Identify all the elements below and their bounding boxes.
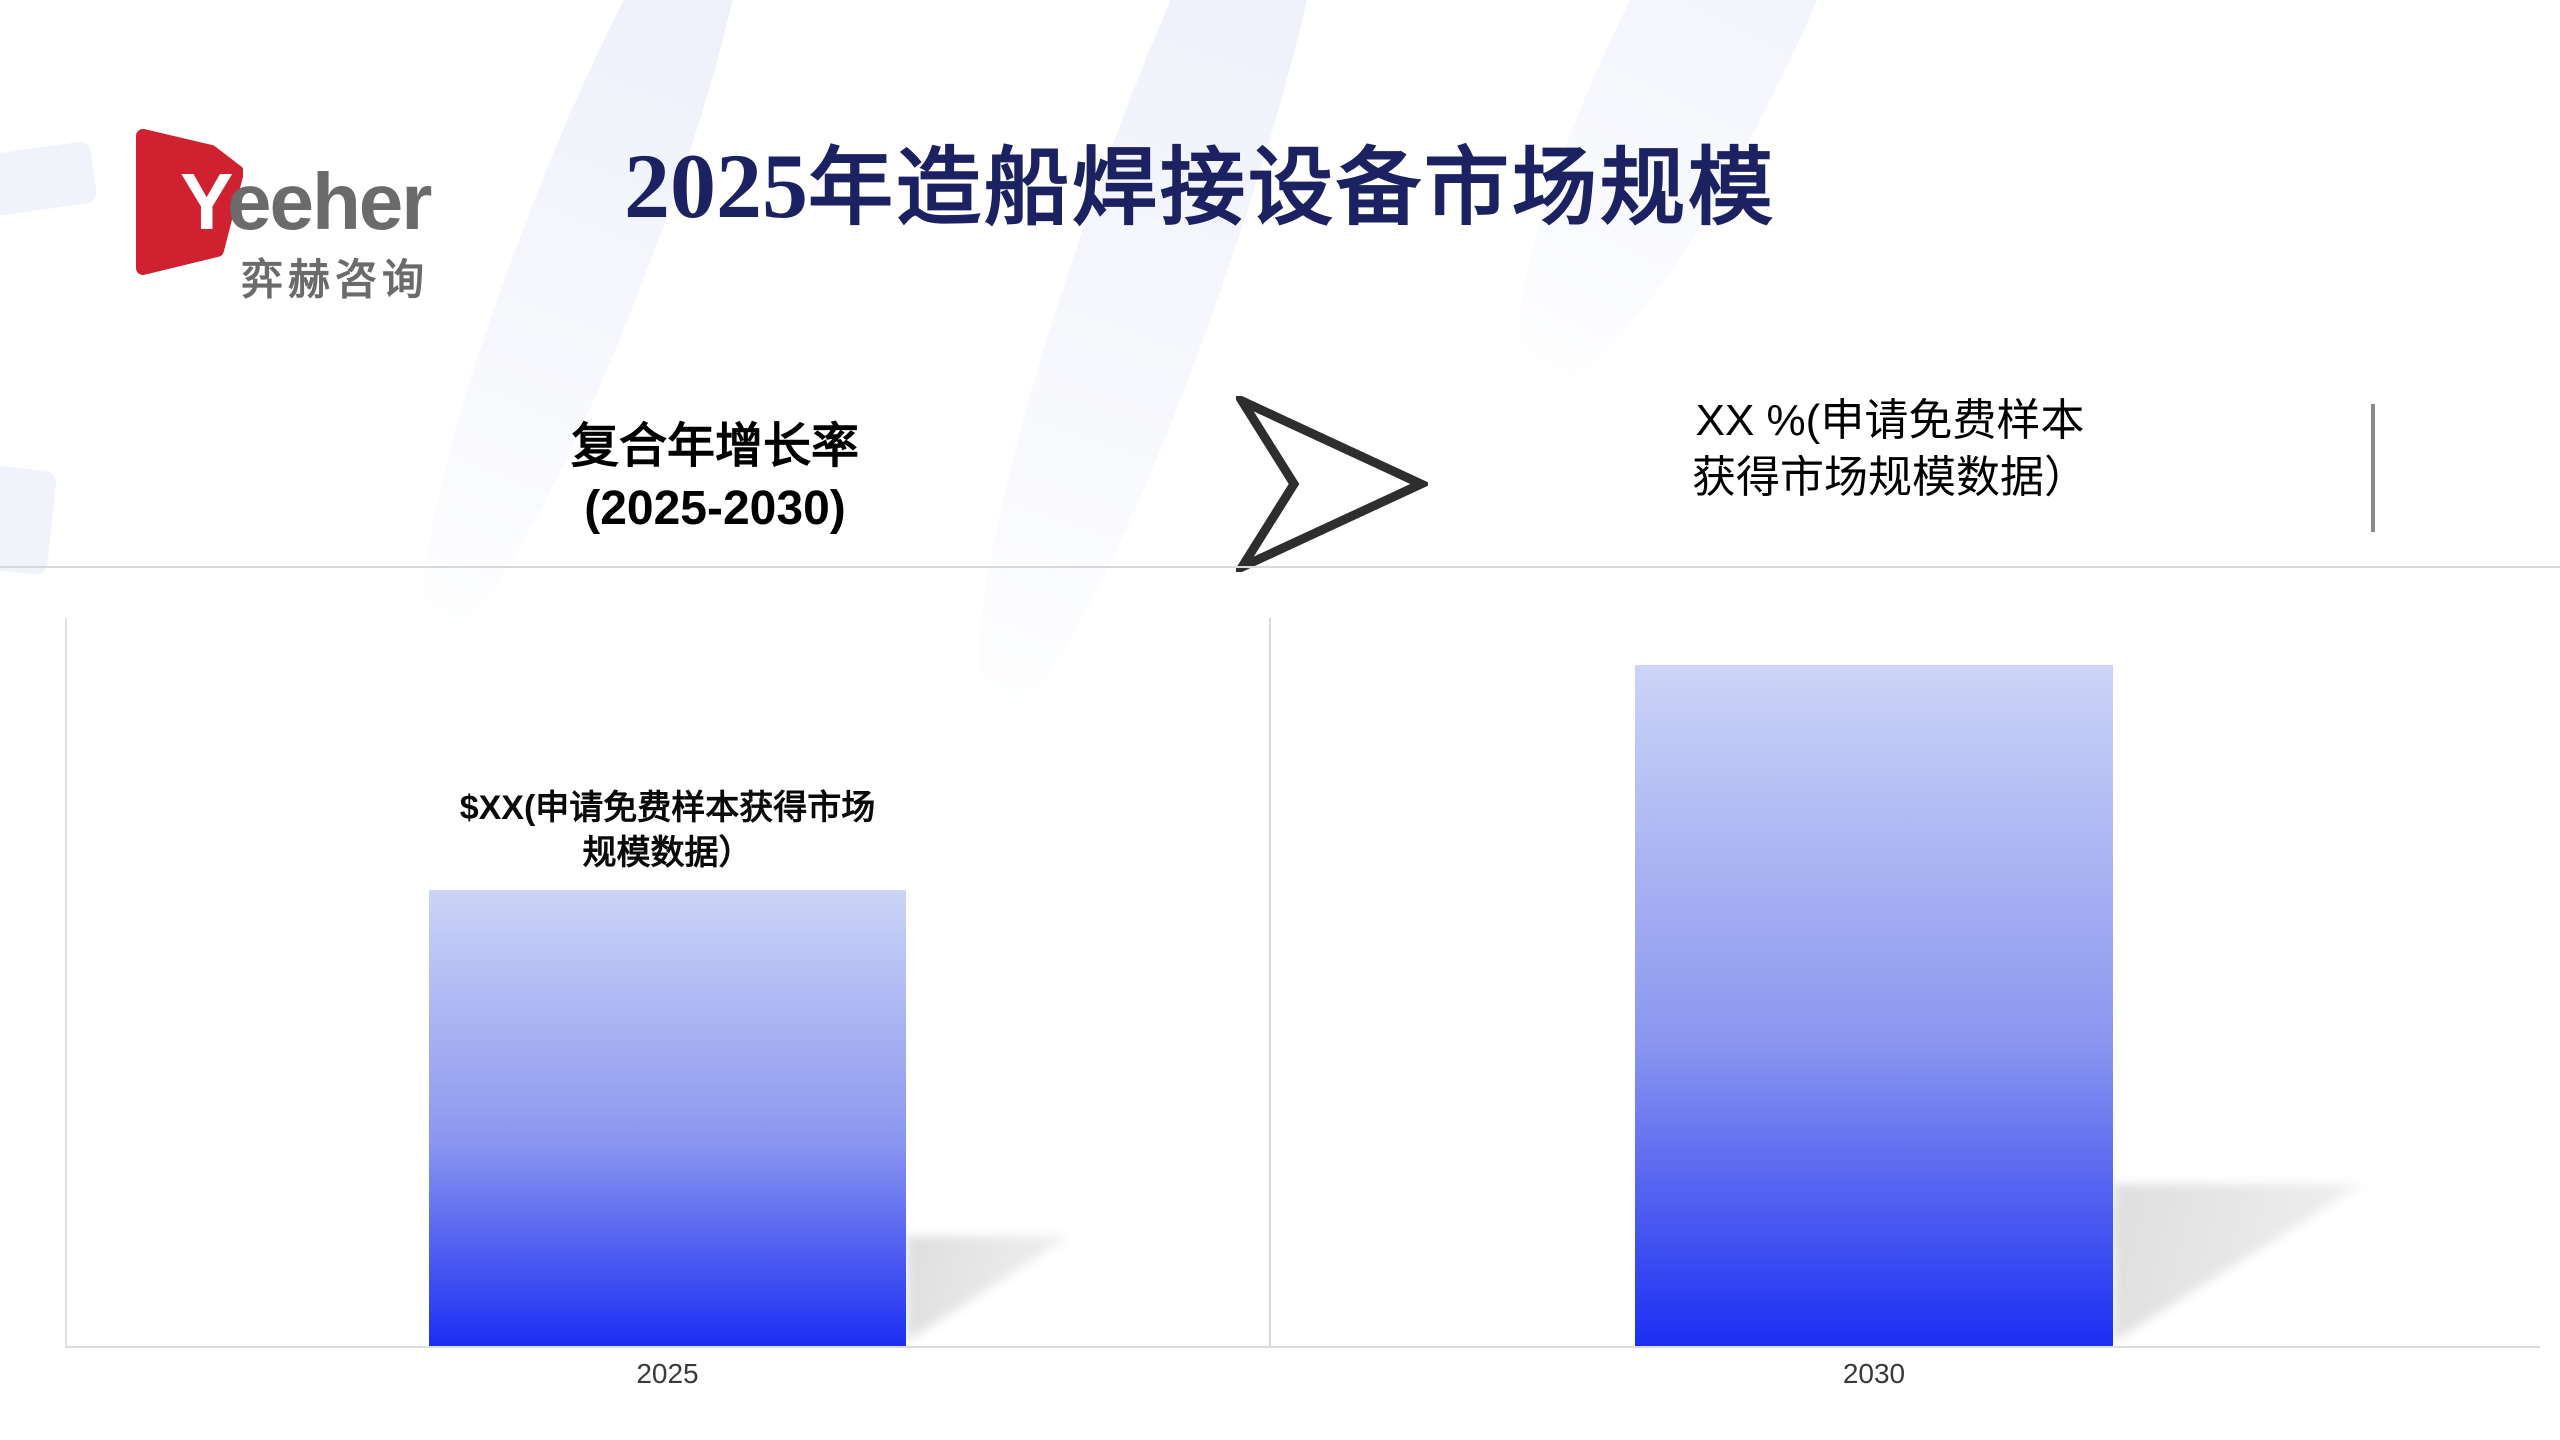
decorative-swoosh: [924, 0, 1386, 738]
bar-value-label-2025-line2: 规模数据）: [582, 834, 753, 872]
section-divider-line: [0, 566, 2560, 568]
growth-arrow-icon: [1236, 396, 1428, 572]
note-divider-line: [2371, 404, 2375, 532]
page-title: 2025年造船焊接设备市场规模: [560, 128, 1840, 271]
sample-note: XX %(申请免费样本 获得市场规模数据）: [1580, 392, 2200, 506]
cagr-label: 复合年增长率 (2025-2030): [455, 416, 975, 540]
brand-logo: Yeeher 弈赫咨询: [125, 100, 485, 303]
logo-tagline: 弈赫咨询: [241, 256, 430, 303]
decorative-blob: [0, 140, 98, 218]
y-axis-line: [65, 618, 67, 1348]
x-tick-label-2030: 2030: [1842, 1358, 1906, 1389]
cagr-line2: (2025-2030): [584, 482, 846, 535]
decorative-blob: [0, 464, 58, 576]
decorative-swoosh: [377, 0, 793, 657]
logo-wordmark: Yeeher: [180, 156, 432, 248]
logo-initial: Y: [180, 157, 229, 246]
bar-2025-shadow: [906, 1236, 1070, 1342]
sample-note-line2: 获得市场规模数据）: [1692, 453, 2088, 502]
logo-name-rest: eeher: [226, 157, 432, 246]
title-year: 2025: [623, 135, 808, 237]
x-axis-line: [65, 1346, 2540, 1348]
title-text: 年造船焊接设备市场规模: [807, 141, 1776, 236]
bar-2030-shadow: [2113, 1184, 2363, 1342]
cagr-line1: 复合年增长率: [570, 420, 859, 473]
panel-divider-line: [1269, 618, 1271, 1346]
x-tick-label-2025: 2025: [636, 1358, 699, 1389]
bar-value-label-2025-line1: $XX(申请免费样本获得市场: [459, 789, 876, 827]
sample-note-line1: XX %(申请免费样本: [1695, 396, 2085, 445]
bar-2025: [429, 890, 906, 1346]
logo-flag-icon: [136, 129, 243, 275]
bar-2030: [1635, 665, 2113, 1346]
bar-value-label-2025: $XX(申请免费样本获得市场 规模数据）: [429, 786, 906, 876]
